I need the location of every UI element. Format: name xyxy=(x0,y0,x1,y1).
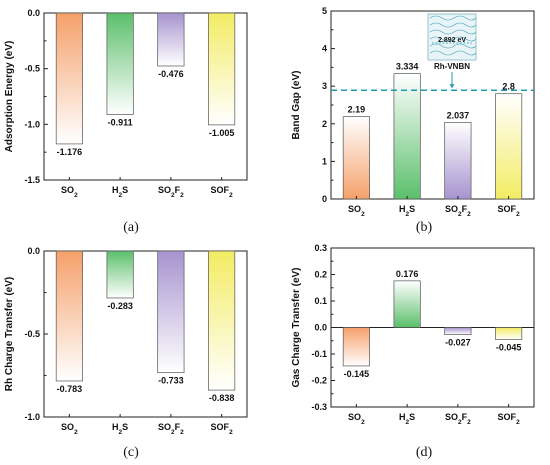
y-tick-label: 0 xyxy=(322,194,327,204)
data-label-so2: -1.176 xyxy=(57,147,83,157)
reference-line-label: Rh-VNBN xyxy=(434,62,470,71)
y-tick-label: -1.0 xyxy=(24,119,40,129)
bar-so2f2 xyxy=(444,327,472,336)
data-label-h2s: 3.334 xyxy=(396,62,419,72)
reference-arrowhead xyxy=(449,84,455,89)
bar-so2f2 xyxy=(444,122,472,200)
y-tick-label: 0.3 xyxy=(314,243,327,253)
y-tick-label: 0.2 xyxy=(314,270,327,280)
structure-inset: 2.892 eV xyxy=(427,13,477,61)
x-tick-label-so2f2: SO2F2 xyxy=(158,422,184,436)
data-label-sof2: 2.8 xyxy=(502,82,515,92)
data-label-so2: 2.19 xyxy=(348,105,366,115)
panel-label: (a) xyxy=(123,220,139,235)
bar-so2 xyxy=(342,327,370,367)
data-label-so2f2: -0.733 xyxy=(158,376,184,386)
x-tick-label-sof2: SOF2 xyxy=(498,204,521,218)
data-label-sof2: -1.005 xyxy=(209,128,235,138)
y-tick-label: -1.0 xyxy=(24,412,40,422)
panel-a: 0.0 -0.5 -1.0 -1.5 Adsorption Energy (eV) -1.… xyxy=(4,8,248,235)
x-tick-label-sof2: SOF2 xyxy=(211,185,234,199)
panel-label: (c) xyxy=(123,445,139,460)
y-axis-title: Rh Charge Transfer (eV) xyxy=(4,277,15,391)
y-tick-label: -0.1 xyxy=(311,349,327,359)
y-tick-label: 1 xyxy=(322,156,327,166)
bar-sof2 xyxy=(208,12,236,126)
x-tick-label-sof2: SOF2 xyxy=(211,422,234,436)
data-label-h2s: 0.176 xyxy=(396,269,419,279)
x-tick-label-so2: SO2 xyxy=(61,185,78,199)
x-tick-label-h2s: H2S xyxy=(399,412,415,426)
x-tick-label-so2f2: SO2F2 xyxy=(445,412,471,426)
y-axis-title: Band Gap (eV) xyxy=(291,71,302,140)
x-tick-label-h2s: H2S xyxy=(112,422,128,436)
y-tick-label: -0.5 xyxy=(24,64,40,74)
data-label-so2: -0.145 xyxy=(344,369,370,379)
y-tick-label: 0.1 xyxy=(314,296,327,306)
panel-label: (b) xyxy=(416,220,433,235)
y-tick-label: -0.3 xyxy=(311,402,327,412)
panel-b: 0 1 2 3 4 5 Band Gap (eV) 2.19 SO2 3.334 H2S 2.037 S… xyxy=(291,6,535,235)
x-tick-label-so2f2: SO2F2 xyxy=(445,204,471,218)
x-tick-label-so2: SO2 xyxy=(348,412,365,426)
data-label-sof2: -0.045 xyxy=(496,342,522,352)
bar-sof2 xyxy=(208,250,236,391)
bar-sof2 xyxy=(495,93,523,200)
bar-h2s xyxy=(393,280,421,328)
bar-so2 xyxy=(55,250,83,382)
bar-so2f2 xyxy=(157,12,185,67)
y-axis-title: Adsorption Energy (eV) xyxy=(4,41,15,153)
x-tick-label-so2f2: SO2F2 xyxy=(158,185,184,199)
panel-d: 0.3 0.2 0.1 0.0 -0.1 -0.2 -0.3 Gas Charge Trans… xyxy=(291,243,535,460)
bar-so2f2 xyxy=(157,250,185,374)
data-label-so2: -0.783 xyxy=(57,384,83,394)
bar-h2s xyxy=(106,12,134,115)
y-tick-label: 2 xyxy=(322,119,327,129)
x-tick-label-h2s: H2S xyxy=(399,204,415,218)
y-tick-label: 5 xyxy=(322,6,327,16)
x-tick-label-so2: SO2 xyxy=(61,422,78,436)
data-label-h2s: -0.911 xyxy=(108,117,133,127)
x-tick-label-h2s: H2S xyxy=(112,185,128,199)
data-label-sof2: -0.838 xyxy=(209,393,235,403)
y-tick-label: 4 xyxy=(322,44,327,54)
y-axis-title: Gas Charge Transfer (eV) xyxy=(291,267,302,387)
data-label-so2f2: -0.027 xyxy=(445,338,471,348)
x-tick-label-so2: SO2 xyxy=(348,204,365,218)
bar-so2 xyxy=(55,12,83,145)
data-label-h2s: -0.283 xyxy=(107,301,133,311)
data-label-so2f2: 2.037 xyxy=(447,110,470,120)
bar-h2s xyxy=(106,250,134,299)
panel-label: (d) xyxy=(416,445,433,460)
y-tick-label: -0.2 xyxy=(311,376,327,386)
panel-c: 0.0 -0.5 -1.0 Rh Charge Transfer (eV) -0.783… xyxy=(4,246,248,460)
inset-gap-label: 2.892 eV xyxy=(438,37,466,44)
y-tick-label: -0.5 xyxy=(24,329,40,339)
y-tick-label: 0.0 xyxy=(27,246,40,256)
y-tick-label: -1.5 xyxy=(24,175,40,185)
bar-h2s xyxy=(393,73,421,200)
x-tick-label-sof2: SOF2 xyxy=(498,412,521,426)
bar-so2 xyxy=(342,116,370,200)
y-tick-label: 3 xyxy=(322,81,327,91)
bar-sof2 xyxy=(495,327,523,340)
y-tick-label: 0.0 xyxy=(314,323,327,333)
data-label-so2f2: -0.476 xyxy=(158,69,184,79)
y-tick-label: 0.0 xyxy=(27,8,40,18)
